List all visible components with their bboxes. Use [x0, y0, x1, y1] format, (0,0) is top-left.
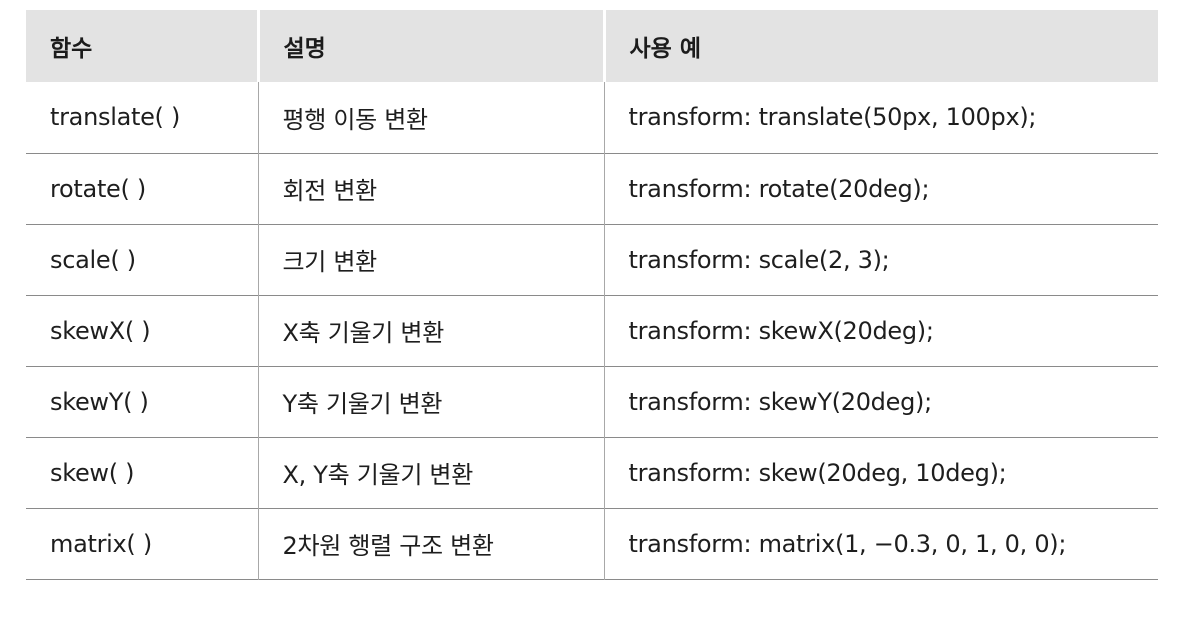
- example-cell: transform: rotate(20deg);: [628, 174, 930, 203]
- description-cell: Y축 기울기 변환: [258, 366, 605, 437]
- example-cell: transform: skew(20deg, 10deg);: [628, 458, 1007, 487]
- description-cell: 회전 변환: [258, 153, 605, 224]
- function-cell: rotate( ): [26, 153, 259, 224]
- table-header: 함수 설명 사용 예: [26, 10, 1158, 82]
- description-cell: X, Y축 기울기 변환: [258, 437, 605, 508]
- description-cell: 크기 변환: [258, 224, 605, 295]
- table-row: rotate( ) 회전 변환 transform: rotate(20deg)…: [26, 153, 1158, 224]
- table-row: matrix( ) 2차원 행렬 구조 변환 transform: matrix…: [26, 508, 1158, 579]
- description-cell: 2차원 행렬 구조 변환: [258, 508, 605, 579]
- description-cell: 평행 이동 변환: [258, 82, 605, 153]
- function-cell: skewX( ): [26, 295, 259, 366]
- example-cell: transform: matrix(1, −0.3, 0, 1, 0, 0);: [628, 529, 1067, 558]
- example-cell: transform: skewY(20deg);: [628, 387, 933, 416]
- function-cell: skew( ): [26, 437, 259, 508]
- table-row: skewY( ) Y축 기울기 변환 transform: skewY(20de…: [26, 366, 1158, 437]
- table-row: skewX( ) X축 기울기 변환 transform: skewX(20de…: [26, 295, 1158, 366]
- transform-functions-table: 함수 설명 사용 예 translate( ) 평행 이동 변환 transfo…: [26, 10, 1158, 580]
- example-cell: transform: skewX(20deg);: [628, 316, 934, 345]
- table-row: translate( ) 평행 이동 변환 transform: transla…: [26, 82, 1158, 153]
- function-cell: translate( ): [26, 82, 259, 153]
- example-cell: transform: scale(2, 3);: [628, 245, 890, 274]
- function-cell: scale( ): [26, 224, 259, 295]
- header-usage-example: 사용 예: [629, 36, 702, 62]
- function-cell: matrix( ): [26, 508, 259, 579]
- table-row: scale( ) 크기 변환 transform: scale(2, 3);: [26, 224, 1158, 295]
- description-cell: X축 기울기 변환: [258, 295, 605, 366]
- header-description: 설명: [258, 10, 606, 82]
- example-cell: transform: translate(50px, 100px);: [628, 103, 1037, 132]
- function-cell: skewY( ): [26, 366, 259, 437]
- table-row: skew( ) X, Y축 기울기 변환 transform: skew(20d…: [26, 437, 1158, 508]
- header-function: 함수: [26, 10, 260, 82]
- table-body: translate( ) 평행 이동 변환 transform: transla…: [26, 82, 1158, 579]
- header-row: 함수 설명 사용 예: [26, 10, 1158, 82]
- transform-functions-table-container: 함수 설명 사용 예 translate( ) 평행 이동 변환 transfo…: [26, 10, 1158, 580]
